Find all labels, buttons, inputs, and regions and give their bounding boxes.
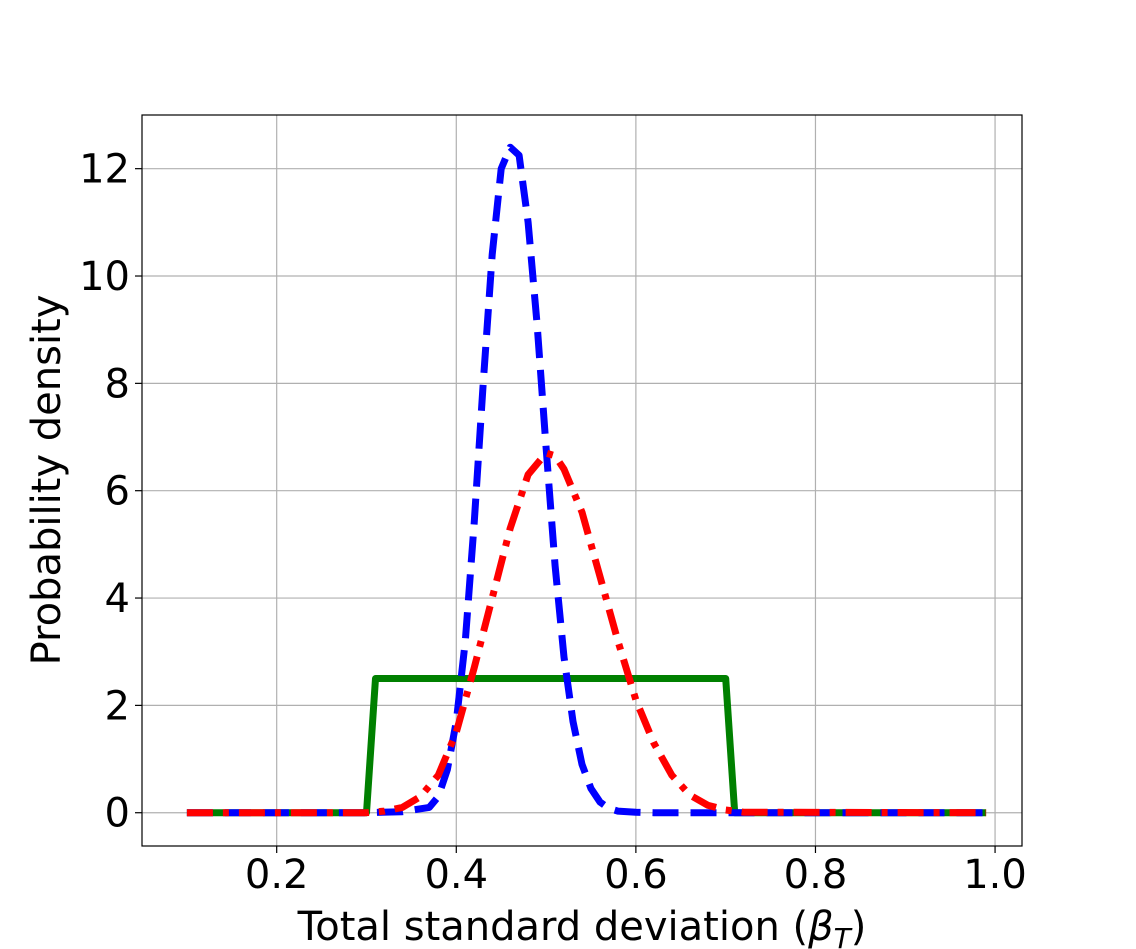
series-layer [186, 143, 987, 817]
y-tick-label: 12 [79, 147, 130, 193]
grid-lines [142, 115, 1022, 846]
x-tick-label: 0.2 [245, 852, 309, 898]
y-tick-label: 4 [105, 576, 130, 622]
y-axis-label: Probability density [24, 295, 70, 666]
series-line-solid [186, 675, 987, 817]
x-tick-label: 0.4 [424, 852, 488, 898]
y-tick-label: 10 [79, 254, 130, 300]
series-line-dashdot [186, 449, 987, 817]
y-tick-label: 8 [105, 361, 130, 407]
x-tick-label: 0.6 [604, 852, 668, 898]
plot-frame [141, 114, 1023, 847]
y-tick-label: 6 [105, 469, 130, 515]
series-line-dashed [186, 143, 987, 817]
y-tick-label: 0 [105, 791, 130, 837]
tick-labels: 0.2 0.4 0.6 0.8 1.0 0 2 4 6 8 10 12 [79, 147, 1027, 898]
x-axis-label: Total standard deviation (βT) [297, 904, 867, 949]
x-tick-label: 0.8 [784, 852, 848, 898]
x-tick-label: 1.0 [963, 852, 1027, 898]
y-tick-label: 2 [105, 683, 130, 729]
